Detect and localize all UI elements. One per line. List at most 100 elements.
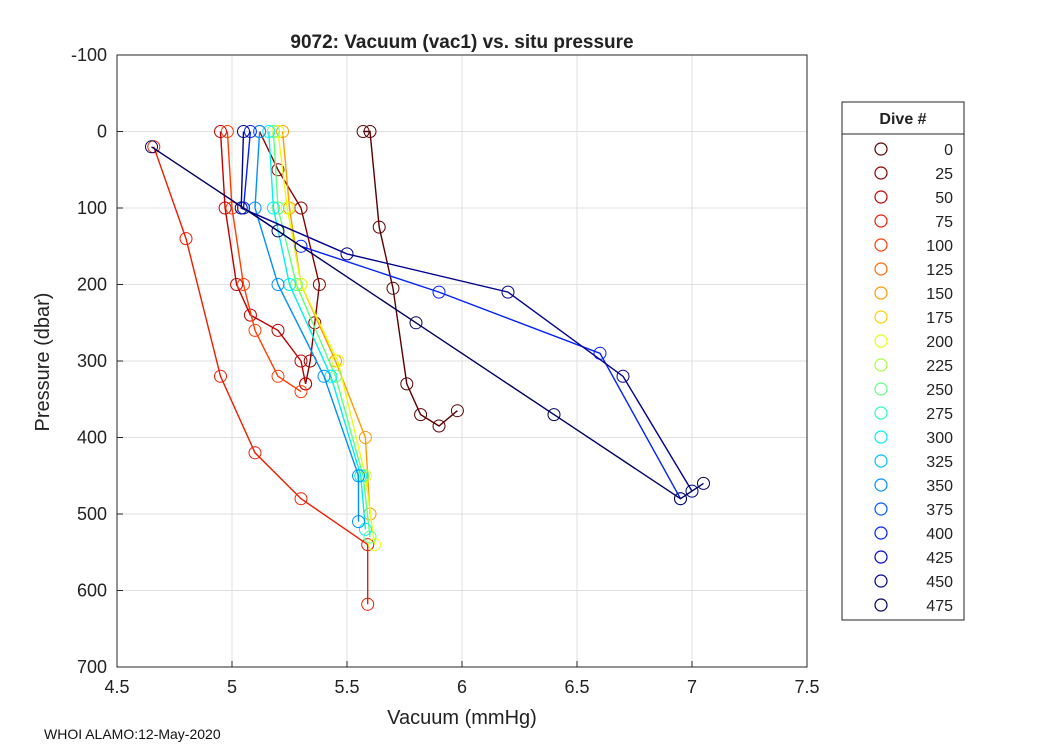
- legend-entry: 275: [874, 406, 953, 423]
- data-point: [271, 125, 285, 138]
- data-point: [280, 201, 294, 215]
- legend-label: 100: [926, 238, 953, 255]
- legend-marker: [874, 262, 888, 276]
- data-point: [501, 285, 515, 299]
- legend-marker: [874, 238, 888, 252]
- legend-marker: [874, 382, 888, 396]
- data-point: [547, 408, 561, 422]
- legend-entries: 0 25 50 75 100 125 150 175 200 225 250 275 300 325 350…: [874, 142, 953, 615]
- legend-label: 25: [935, 166, 953, 183]
- data-point: [356, 125, 370, 138]
- legend-entry: 425: [874, 550, 953, 567]
- legend-marker: [874, 310, 888, 324]
- legend-label: 450: [926, 574, 953, 591]
- data-point: [368, 538, 382, 552]
- legend-marker: [874, 214, 888, 228]
- legend-marker: [874, 286, 888, 300]
- legend-entry: 150: [874, 286, 953, 303]
- legend-entry: 25: [874, 166, 953, 183]
- data-point: [432, 285, 446, 299]
- legend-box: [841, 101, 965, 621]
- data-point: [363, 125, 377, 138]
- y-tick-label: -100: [71, 45, 107, 65]
- legend-entry: 400: [874, 526, 953, 543]
- legend-label: 400: [926, 526, 953, 543]
- legend-label: 225: [926, 358, 953, 375]
- data-point: [324, 369, 338, 383]
- legend-marker: [874, 142, 888, 156]
- series-450: [234, 125, 699, 498]
- data-point: [214, 369, 227, 383]
- legend-marker: [874, 478, 888, 492]
- data-point: [271, 369, 285, 383]
- legend-marker: [874, 550, 888, 564]
- legend-marker: [874, 454, 888, 468]
- legend-marker: [874, 334, 888, 348]
- data-point: [363, 530, 377, 544]
- series-50: [214, 125, 313, 391]
- legend-label: 75: [935, 214, 953, 231]
- legend-marker: [874, 166, 888, 180]
- legend-marker: [874, 190, 888, 204]
- data-point: [616, 369, 630, 383]
- ticks: 4.5 5 5.5 6 6.5 7 7.5 -100 0 100 200 300 400 500 600 70…: [71, 45, 820, 697]
- data-point: [253, 125, 267, 138]
- series-200: [271, 125, 382, 552]
- legend-marker: [874, 358, 888, 372]
- data-point: [331, 354, 345, 368]
- data-point: [248, 446, 262, 460]
- series-line: [151, 146, 704, 500]
- x-tick-label: 6.5: [564, 677, 589, 697]
- data-point: [266, 125, 280, 138]
- legend-label: 125: [926, 262, 953, 279]
- series-line: [226, 131, 302, 393]
- data-point: [220, 125, 234, 138]
- legend-marker: [874, 598, 888, 612]
- data-point: [450, 404, 464, 418]
- series-line: [277, 131, 376, 545]
- legend-label: 325: [926, 454, 953, 471]
- legend-entry: 125: [874, 262, 953, 279]
- data-point: [289, 278, 303, 291]
- data-point: [271, 278, 285, 291]
- x-tick-label: 5.5: [334, 677, 359, 697]
- data-point: [352, 515, 365, 529]
- data-point: [262, 125, 276, 138]
- series-line: [240, 131, 693, 492]
- data-point: [271, 163, 285, 177]
- data-point: [276, 125, 290, 138]
- legend-marker: [874, 574, 888, 588]
- legend-label: 375: [926, 502, 953, 519]
- data-point: [294, 239, 308, 253]
- series-line: [268, 131, 367, 530]
- data-point: [361, 538, 375, 552]
- legend-label: 300: [926, 430, 953, 447]
- footer-credit: WHOI ALAMO:12-May-2020: [44, 726, 221, 742]
- series-250: [266, 125, 377, 544]
- data-point: [697, 476, 710, 490]
- data-point: [409, 316, 423, 330]
- data-point: [237, 125, 250, 138]
- legend-entry: 300: [874, 430, 953, 447]
- data-point: [271, 323, 285, 337]
- legend-title: Dive #: [879, 111, 926, 128]
- data-point: [312, 278, 326, 291]
- data-point: [237, 278, 250, 291]
- legend-label: 200: [926, 334, 953, 351]
- x-tick-label: 5: [227, 677, 237, 697]
- legend-label: 150: [926, 286, 953, 303]
- legend: Dive # 0 25 50 75 100 125 150 175 200 225 250 275 30…: [841, 101, 965, 621]
- data-point: [358, 431, 372, 444]
- data-point: [432, 419, 446, 433]
- legend-label: 175: [926, 310, 953, 327]
- data-point: [685, 484, 699, 498]
- x-tick-label: 6: [457, 677, 467, 697]
- data-point: [271, 224, 285, 238]
- series-0: [356, 125, 464, 433]
- legend-entry: 100: [874, 238, 953, 255]
- y-tick-label: 300: [77, 351, 107, 371]
- data-point: [400, 377, 414, 391]
- legend-entry: 350: [874, 478, 953, 495]
- data-point: [214, 125, 227, 138]
- legend-label: 0: [944, 142, 953, 159]
